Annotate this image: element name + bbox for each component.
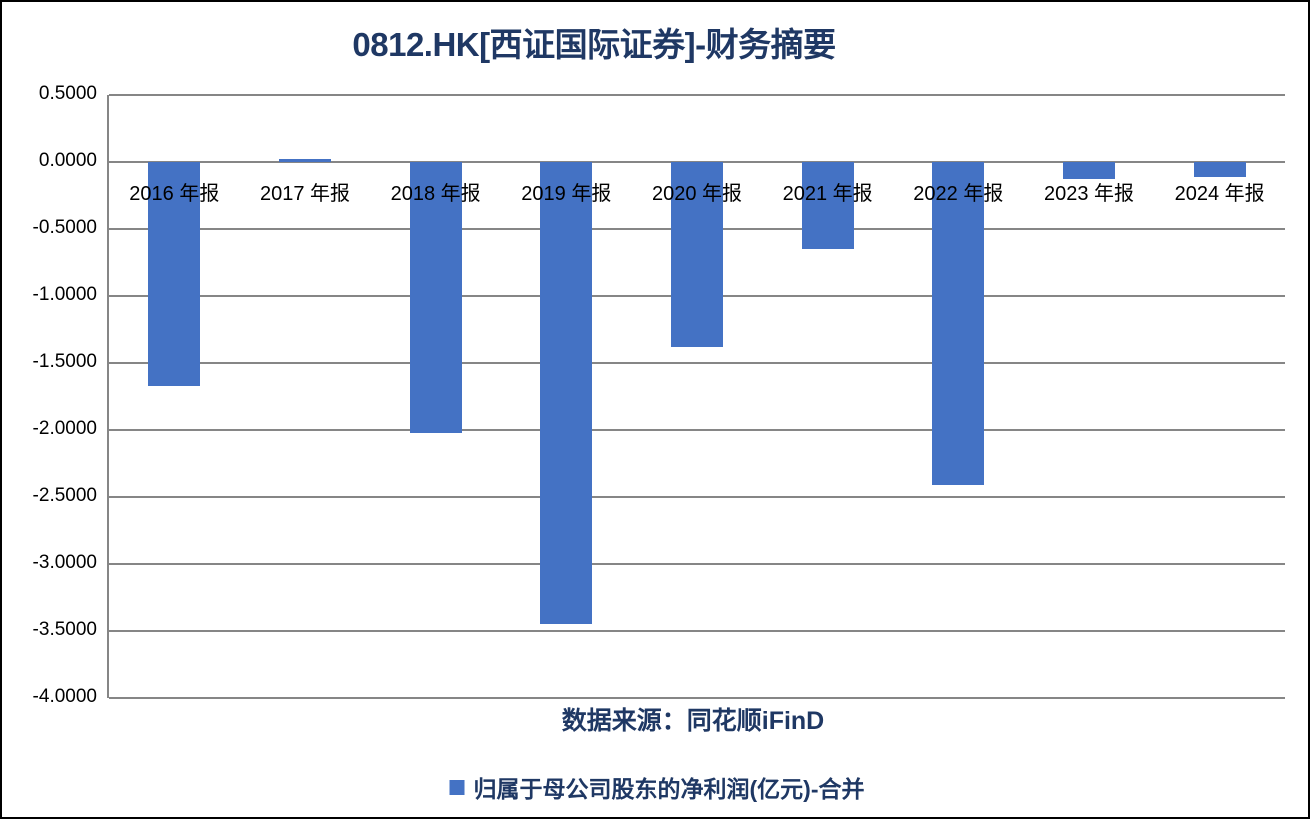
bar-2020年报 <box>671 162 723 347</box>
bar-2024年报 <box>1193 162 1246 177</box>
x-tick-label: 2020 年报 <box>651 183 743 205</box>
bar-2022年报 <box>932 162 985 485</box>
gridline <box>109 362 1285 364</box>
gridline <box>109 496 1285 498</box>
gridline <box>109 429 1285 431</box>
bar-2023年报 <box>1063 162 1115 180</box>
y-tick-label: -1.0000 <box>32 284 97 305</box>
y-tick-label: 0.5000 <box>38 83 97 104</box>
bar-2017年报 <box>279 159 331 162</box>
gridline <box>109 630 1285 632</box>
legend-swatch-icon <box>449 779 465 795</box>
bar-2019年报 <box>540 162 593 625</box>
legend: 归属于母公司股东的净利润(亿元)-合并 <box>449 770 865 804</box>
x-tick-label: 2019 年报 <box>521 183 612 205</box>
y-tick-label: -3.5000 <box>32 619 97 640</box>
y-tick-label: -1.5000 <box>32 351 97 372</box>
y-tick-label: -2.5000 <box>32 485 97 506</box>
y-tick-label: 0.0000 <box>38 150 97 171</box>
x-tick-label: 2017 年报 <box>259 183 351 205</box>
bar-2021年报 <box>801 162 854 250</box>
bar-2016年报 <box>148 162 201 386</box>
x-tick-label: 2023 年报 <box>1043 183 1135 205</box>
x-tick-label: 2018 年报 <box>390 183 481 205</box>
gridline <box>109 94 1285 96</box>
gridline <box>109 563 1285 565</box>
chart-title: 0812.HK[西证国际证券]-财务摘要 <box>352 26 836 63</box>
gridline <box>109 697 1285 699</box>
y-tick-label: -0.5000 <box>32 217 97 238</box>
y-axis-line <box>107 95 109 698</box>
y-tick-label: -3.0000 <box>32 552 97 573</box>
y-tick-label: -2.0000 <box>32 418 97 439</box>
plot-area <box>107 94 1285 699</box>
data-source-note: 数据来源：同花顺iFinD <box>561 707 825 735</box>
x-tick-label: 2022 年报 <box>913 183 1004 205</box>
y-tick-label: -4.0000 <box>32 686 97 707</box>
x-tick-label: 2021 年报 <box>782 183 873 205</box>
legend-series-label: 归属于母公司股东的净利润(亿元)-合并 <box>473 776 865 802</box>
x-tick-label: 2016 年报 <box>129 183 220 205</box>
bar-2018年报 <box>409 162 462 433</box>
x-tick-label: 2024 年报 <box>1174 183 1265 205</box>
